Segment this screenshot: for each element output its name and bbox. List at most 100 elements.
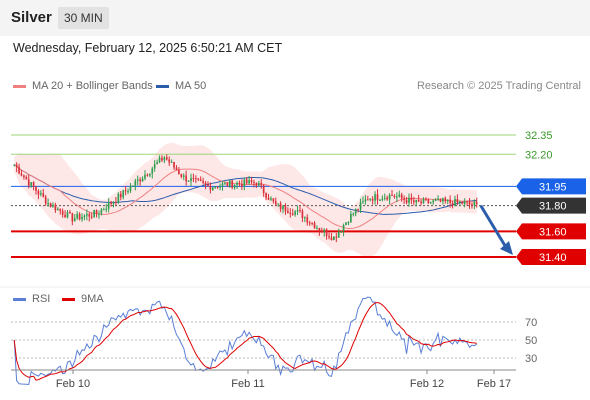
candle-body	[359, 202, 362, 210]
candle-body	[417, 199, 420, 202]
candle-body	[170, 161, 173, 163]
candle-body	[134, 180, 137, 186]
candle-body	[257, 183, 260, 186]
candle-body	[195, 178, 197, 180]
candle-body	[265, 192, 267, 198]
candle-body	[165, 157, 168, 160]
candle-body	[425, 199, 427, 201]
candle-body	[180, 174, 183, 177]
candle-body	[238, 182, 241, 184]
candle-body	[35, 186, 37, 191]
candle-body	[13, 164, 16, 166]
candle-body	[44, 196, 47, 204]
candle-body	[18, 167, 20, 174]
legend-ma50-label: MA 50	[175, 80, 207, 92]
candle-body	[226, 182, 229, 187]
candle-body	[272, 198, 275, 202]
candle-body	[71, 213, 74, 222]
candle-body	[473, 202, 476, 206]
candle-body	[439, 198, 442, 202]
candle-body	[333, 236, 335, 241]
candle-body	[56, 208, 59, 211]
candle-body	[20, 173, 23, 176]
candle-body	[69, 212, 71, 214]
candle-body	[432, 200, 435, 203]
candle-body	[383, 197, 386, 199]
candle-body	[78, 213, 81, 220]
candle-body	[342, 225, 345, 232]
candle-body	[88, 214, 91, 217]
candle-body	[144, 174, 146, 179]
candle-body	[197, 178, 200, 180]
arrow-shaft	[479, 204, 509, 250]
timeframe-button[interactable]: 30 MIN	[58, 7, 109, 29]
candle-body	[132, 185, 134, 187]
candle-body	[95, 210, 98, 214]
candle-body	[209, 185, 212, 190]
copyright-text: Research © 2025 Trading Central	[416, 80, 581, 92]
candle-body	[178, 170, 180, 175]
candle-body	[228, 180, 231, 187]
candle-body	[376, 194, 379, 201]
legend-rsi: RSI	[13, 293, 50, 305]
candle-body	[364, 199, 367, 202]
candle-body	[161, 157, 163, 161]
candle-body	[211, 187, 214, 190]
level-tags: 32.35 32.20 31.95 31.80 31.60 31.40	[516, 130, 586, 265]
candle-body	[337, 232, 340, 238]
candle-body	[119, 193, 122, 198]
candle-body	[40, 193, 42, 195]
candle-body	[127, 191, 129, 193]
candle-body	[274, 201, 277, 205]
candle-body	[139, 179, 141, 182]
candle-body	[446, 199, 449, 202]
legend-9ma-label: 9MA	[81, 293, 104, 305]
candle-body	[192, 178, 195, 180]
candle-body	[291, 213, 294, 215]
candle-body	[136, 179, 139, 181]
candle-body	[454, 198, 456, 206]
candle-body	[61, 210, 64, 215]
candle-body	[124, 190, 127, 192]
candle-body	[105, 208, 108, 210]
candle-body	[466, 201, 468, 203]
candle-body	[289, 213, 292, 215]
candle-body	[182, 175, 185, 177]
level-tag-label: 31.40	[539, 252, 567, 264]
candle-body	[110, 202, 112, 204]
candle-body	[102, 209, 105, 211]
candle-body	[330, 237, 333, 241]
candle-body	[207, 184, 209, 186]
candle-body	[173, 161, 175, 168]
candle-body	[241, 183, 243, 187]
candle-body	[66, 212, 69, 218]
candle-body	[221, 183, 224, 186]
candle-body	[451, 202, 454, 206]
candle-body	[32, 182, 35, 187]
candle-body	[396, 196, 398, 198]
candle-body	[204, 182, 207, 185]
candle-body	[340, 231, 343, 233]
candle-body	[76, 213, 79, 219]
legend-9ma: 9MA	[62, 293, 104, 305]
candle-body	[308, 222, 311, 224]
candle-body	[350, 213, 352, 223]
candle-body	[374, 194, 376, 201]
candle-body	[461, 201, 464, 204]
bollinger-fill	[14, 142, 477, 257]
candle-body	[388, 194, 391, 200]
candle-body	[299, 210, 301, 212]
candle-body	[243, 179, 246, 187]
candle-body	[282, 205, 284, 210]
candle-body	[391, 194, 393, 196]
candle-body	[224, 182, 226, 184]
candle-body	[248, 180, 250, 184]
x-axis: Feb 10 Feb 11 Feb 12 Feb 17	[11, 369, 516, 390]
candle-body	[112, 201, 115, 204]
candle-body	[468, 201, 471, 205]
rsi-ma-line	[13, 302, 477, 381]
candle-body	[52, 204, 54, 207]
level-label: 32.35	[525, 130, 553, 142]
candle-body	[267, 197, 270, 200]
candle-body	[245, 179, 248, 184]
